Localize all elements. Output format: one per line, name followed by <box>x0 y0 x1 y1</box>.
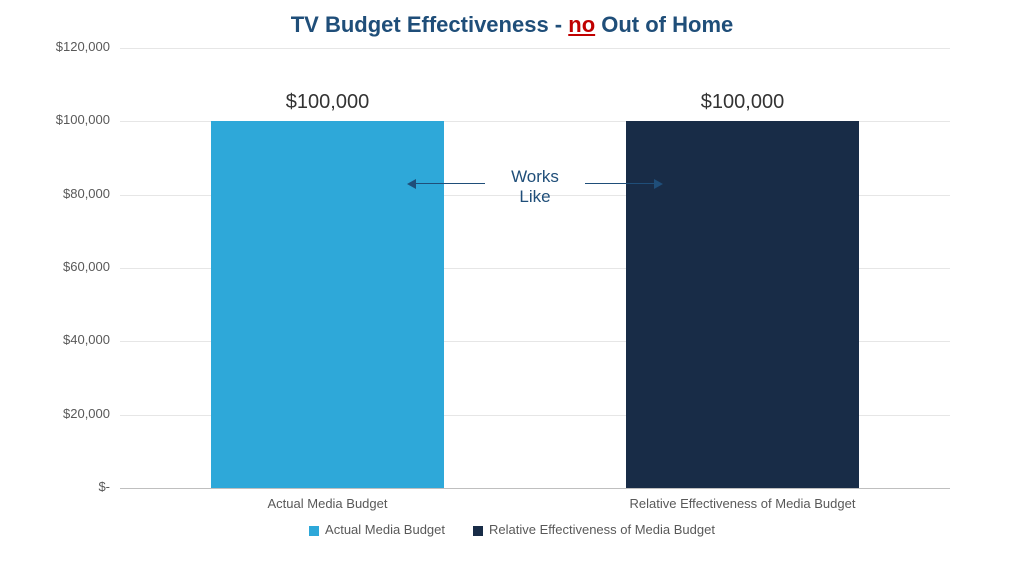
legend: Actual Media Budget Relative Effectivenes… <box>0 522 1024 537</box>
y-tick-label: $20,000 <box>30 406 110 421</box>
gridline <box>120 48 950 49</box>
legend-label: Actual Media Budget <box>325 522 445 537</box>
y-tick-label: $40,000 <box>30 332 110 347</box>
bar-label-0: $100,000 <box>208 91 448 114</box>
arrow-left-head <box>407 179 416 189</box>
legend-item: Actual Media Budget <box>309 522 445 537</box>
category-label-0: Actual Media Budget <box>168 496 488 511</box>
legend-item: Relative Effectiveness of Media Budget <box>473 522 715 537</box>
title-suffix: Out of Home <box>595 12 733 37</box>
works-like-annotation: WorksLike <box>485 167 585 206</box>
bar-label-1: $100,000 <box>623 91 863 114</box>
tv-budget-chart: TV Budget Effectiveness - no Out of Home… <box>0 0 1024 576</box>
y-tick-label: $100,000 <box>30 112 110 127</box>
plot-area: $-$20,000$40,000$60,000$80,000$100,000$1… <box>120 48 950 488</box>
arrow-left <box>415 183 485 184</box>
title-prefix: TV Budget Effectiveness - <box>291 12 569 37</box>
y-tick-label: $120,000 <box>30 39 110 54</box>
bar-0 <box>211 121 443 488</box>
legend-label: Relative Effectiveness of Media Budget <box>489 522 715 537</box>
category-label-1: Relative Effectiveness of Media Budget <box>583 496 903 511</box>
y-tick-label: $80,000 <box>30 186 110 201</box>
arrow-right <box>585 183 655 184</box>
legend-swatch <box>309 526 319 536</box>
gridline <box>120 488 950 489</box>
bar-1 <box>626 121 858 488</box>
title-emphasis: no <box>568 12 595 37</box>
chart-title: TV Budget Effectiveness - no Out of Home <box>0 12 1024 38</box>
y-tick-label: $60,000 <box>30 259 110 274</box>
arrow-right-head <box>654 179 663 189</box>
y-tick-label: $- <box>30 479 110 494</box>
legend-swatch <box>473 526 483 536</box>
